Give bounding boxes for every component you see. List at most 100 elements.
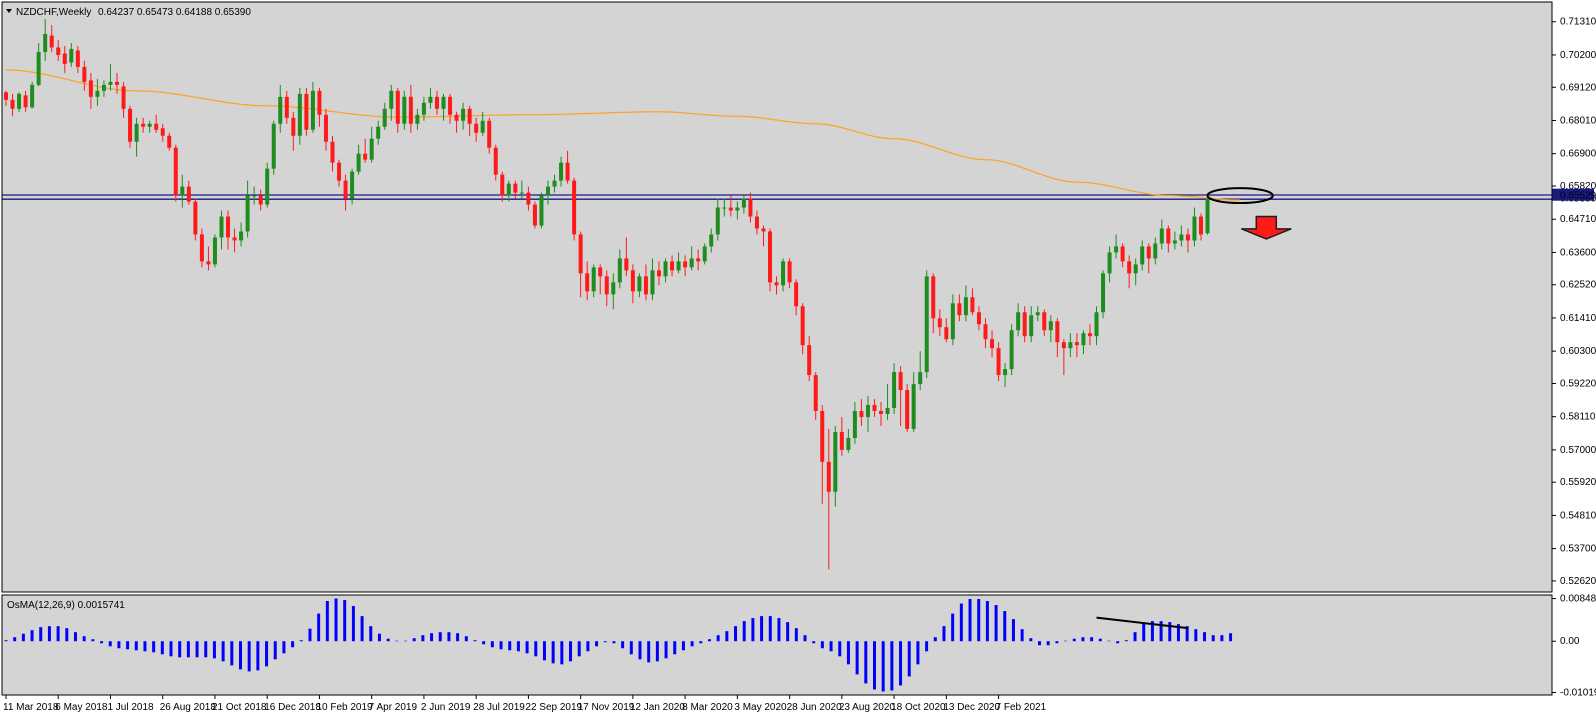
candle-body bbox=[1172, 240, 1177, 244]
collapse-triangle-icon[interactable] bbox=[6, 9, 12, 13]
candle-body bbox=[212, 237, 217, 265]
candle-body bbox=[813, 375, 818, 411]
bear-candle bbox=[670, 255, 675, 277]
candle-body bbox=[800, 306, 805, 346]
bull-candle bbox=[101, 80, 106, 97]
bull-candle bbox=[95, 78, 100, 106]
candle-body bbox=[115, 81, 120, 85]
candle-body bbox=[395, 90, 400, 124]
bear-candle bbox=[487, 117, 492, 154]
candle-body bbox=[794, 282, 799, 307]
bear-candle bbox=[323, 108, 328, 151]
candle-body bbox=[1107, 252, 1112, 274]
bull-candle bbox=[1114, 234, 1119, 259]
time-tick-label: 21 Oct 2018 bbox=[212, 702, 267, 713]
bear-candle bbox=[454, 111, 459, 133]
candle-body bbox=[1127, 261, 1132, 274]
candle-body bbox=[441, 96, 446, 109]
candle-body bbox=[154, 123, 159, 130]
bull-candle bbox=[30, 81, 35, 109]
bear-candle bbox=[1055, 318, 1060, 358]
bull-candle bbox=[539, 192, 544, 229]
candle-body bbox=[128, 108, 133, 142]
price-tick-label: 0.53700 bbox=[1560, 544, 1596, 555]
candle-body bbox=[944, 327, 949, 340]
bull-candle bbox=[428, 87, 433, 109]
bear-candle bbox=[532, 201, 537, 229]
bear-candle bbox=[141, 117, 146, 133]
bear-candle bbox=[193, 198, 198, 241]
candle-body bbox=[1094, 312, 1099, 337]
candle-body bbox=[1133, 264, 1138, 274]
bull-candle bbox=[36, 42, 41, 87]
bull-candle bbox=[421, 96, 426, 121]
candle-body bbox=[199, 234, 204, 262]
candle-body bbox=[193, 201, 198, 235]
indicator-tick-label: 0.00 bbox=[1560, 636, 1580, 647]
candle-body bbox=[369, 138, 374, 160]
moving-average-path bbox=[5, 69, 1241, 201]
price-tick-label: 0.58110 bbox=[1560, 412, 1596, 423]
bear-candle bbox=[1185, 228, 1190, 253]
candle-body bbox=[1166, 228, 1171, 244]
price-tick-label: 0.71310 bbox=[1560, 17, 1596, 28]
candle-body bbox=[578, 234, 583, 274]
candle-body bbox=[774, 282, 779, 286]
bull-candle bbox=[1153, 237, 1158, 265]
candle-body bbox=[82, 66, 87, 82]
candle-body bbox=[905, 390, 910, 429]
candle-body bbox=[545, 186, 550, 196]
candle-body bbox=[715, 207, 720, 235]
candle-body bbox=[833, 431, 838, 492]
candle-body bbox=[323, 114, 328, 142]
candle-body bbox=[304, 93, 309, 130]
candle-body bbox=[865, 405, 870, 417]
bull-candle bbox=[1192, 207, 1197, 247]
candle-body bbox=[1074, 342, 1079, 346]
candle-body bbox=[1009, 330, 1014, 370]
bear-candle bbox=[10, 93, 15, 117]
bear-candle bbox=[578, 231, 583, 298]
candle-body bbox=[343, 180, 348, 199]
price-tick-label: 0.64710 bbox=[1560, 214, 1596, 225]
bull-candle bbox=[252, 186, 257, 205]
candle-body bbox=[17, 93, 22, 109]
bear-candle bbox=[206, 246, 211, 271]
candle-body bbox=[56, 47, 61, 55]
candle-body bbox=[879, 410, 884, 414]
candle-body bbox=[434, 96, 439, 109]
candle-body bbox=[696, 258, 701, 262]
bull-candle bbox=[69, 42, 74, 67]
candle-body bbox=[722, 207, 727, 209]
bear-candle bbox=[232, 228, 237, 253]
bull-candle bbox=[310, 81, 315, 133]
bear-candle bbox=[905, 384, 910, 432]
candle-body bbox=[761, 228, 766, 232]
candle-body bbox=[506, 183, 511, 196]
bear-candle bbox=[1198, 213, 1203, 241]
candle-body bbox=[1035, 312, 1040, 316]
bear-candle bbox=[604, 270, 609, 307]
annotations bbox=[1206, 187, 1292, 240]
candle-body bbox=[461, 108, 466, 121]
time-tick-label: 22 Sep 2019 bbox=[525, 702, 582, 713]
candle-body bbox=[284, 96, 289, 118]
time-tick-label: 6 May 2018 bbox=[55, 702, 108, 713]
ohlc-label: 0.64237 0.65473 0.64188 0.65390 bbox=[98, 7, 251, 18]
price-tick-label: 0.52620 bbox=[1560, 576, 1596, 587]
candle-body bbox=[415, 114, 420, 124]
candle-body bbox=[983, 324, 988, 340]
candle-body bbox=[1029, 315, 1034, 337]
bull-candle bbox=[1172, 231, 1177, 250]
bear-candle bbox=[363, 138, 368, 163]
bear-candle bbox=[931, 273, 936, 334]
candle-body bbox=[487, 120, 492, 148]
bear-candle bbox=[696, 249, 701, 271]
bull-candle bbox=[892, 363, 897, 414]
candle-body bbox=[1185, 234, 1190, 241]
candle-body bbox=[781, 261, 786, 286]
bull-candle bbox=[1107, 246, 1112, 283]
bear-candle bbox=[23, 90, 28, 112]
bull-candle bbox=[552, 174, 557, 193]
